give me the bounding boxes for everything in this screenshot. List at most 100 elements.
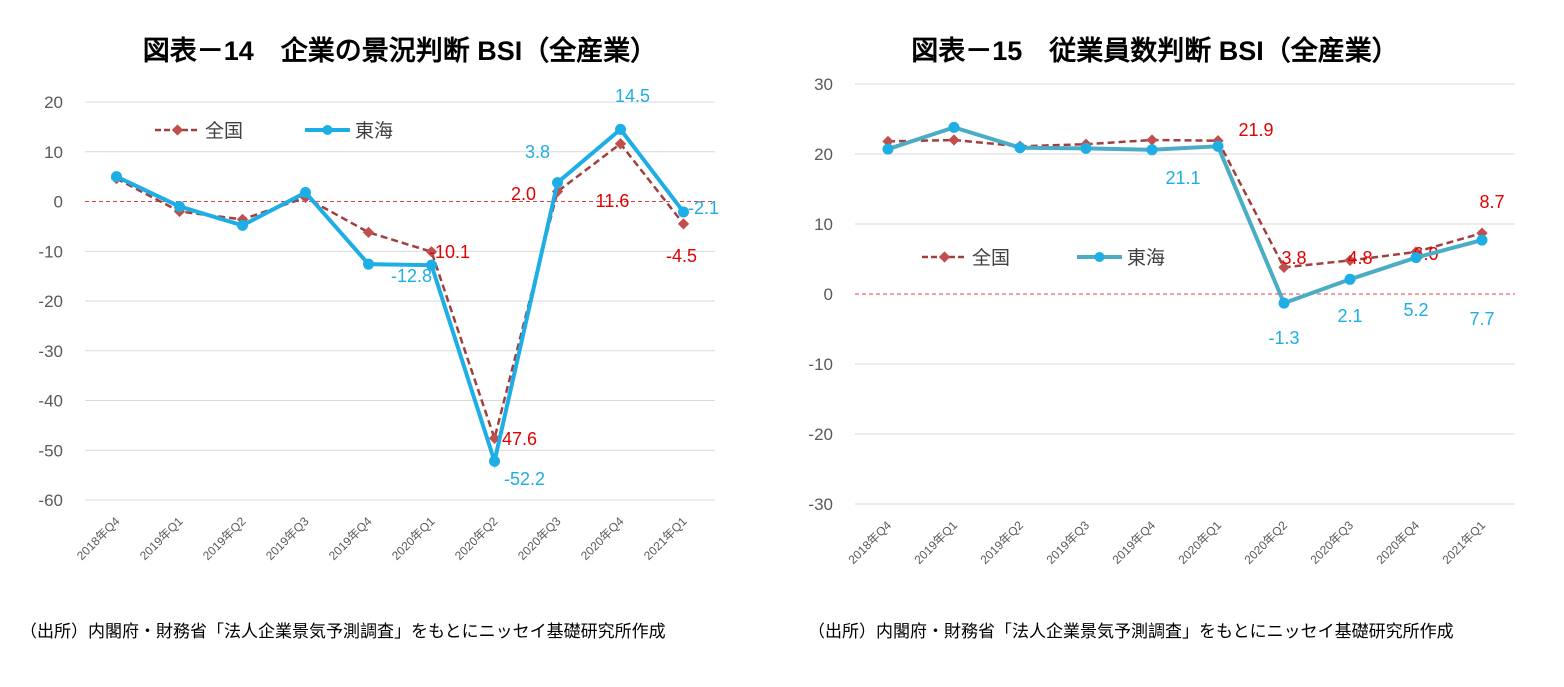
- y-tick-label: 10: [814, 215, 833, 234]
- data-point: [300, 187, 311, 199]
- data-point: [1080, 142, 1092, 154]
- y-tick-label: -10: [38, 242, 63, 261]
- data-point: [111, 171, 122, 183]
- data-point: [1344, 254, 1356, 267]
- x-tick-label: 2020年Q3: [515, 514, 564, 563]
- data-point: [1146, 134, 1158, 146]
- x-tick-label: 2020年Q4: [1374, 518, 1423, 567]
- data-label: 3.8: [1281, 248, 1306, 268]
- data-point: [882, 135, 894, 148]
- x-tick-label: 2018年Q4: [846, 518, 895, 567]
- x-tick-label: 2020年Q2: [452, 514, 501, 563]
- x-tick-label: 2020年Q1: [389, 514, 438, 563]
- legend-label: 全国: [972, 247, 1010, 269]
- x-tick-label: 2019年Q2: [978, 518, 1027, 567]
- y-tick-label: -30: [808, 495, 833, 514]
- x-tick-label: 2020年Q4: [578, 514, 627, 563]
- x-tick-label: 2018年Q4: [74, 514, 123, 563]
- source-note-2: （出所）内閣府・財務省「法人企業景気予測調査」をもとにニッセイ基礎研究所作成: [808, 622, 1454, 641]
- x-tick-label: 2020年Q1: [1176, 518, 1225, 567]
- x-tick-label: 2019年Q1: [137, 514, 186, 563]
- data-point: [614, 138, 627, 150]
- y-tick-label: -50: [38, 441, 63, 460]
- legend-label: 全国: [205, 120, 243, 142]
- legend-label: 東海: [355, 120, 393, 142]
- data-point: [174, 200, 185, 212]
- y-tick-label: 0: [54, 193, 63, 212]
- x-tick-label: 2019年Q1: [912, 518, 961, 567]
- data-label: -4.5: [666, 246, 697, 266]
- data-point: [1410, 252, 1422, 264]
- x-tick-label: 2020年Q3: [1308, 518, 1357, 567]
- data-label: 4.8: [1347, 248, 1372, 268]
- data-point: [1278, 261, 1290, 274]
- y-tick-label: -20: [38, 292, 63, 311]
- data-label: 3.8: [525, 142, 550, 162]
- x-tick-label: 2019年Q4: [326, 514, 375, 563]
- data-point: [363, 258, 374, 270]
- y-tick-label: -30: [38, 342, 63, 361]
- data-point: [1278, 297, 1290, 309]
- data-point: [425, 246, 438, 258]
- data-point: [882, 143, 894, 155]
- data-label: 21.1: [1165, 168, 1200, 188]
- legend-marker: [938, 251, 951, 263]
- data-label: 11.6: [596, 191, 630, 211]
- data-point: [552, 177, 563, 189]
- data-label: -1.3: [1268, 328, 1299, 348]
- data-point: [615, 123, 626, 135]
- data-label: -47.6: [496, 429, 537, 449]
- series-line-全国: [115, 142, 685, 443]
- data-point: [948, 134, 960, 146]
- data-label: 5.2: [1403, 300, 1428, 320]
- y-tick-label: -20: [808, 425, 833, 444]
- data-point: [489, 455, 500, 467]
- series-line-東海: [115, 126, 686, 469]
- series-line-東海: [887, 125, 1483, 306]
- data-label: 2.1: [1337, 306, 1362, 326]
- y-tick-label: 0: [824, 285, 833, 304]
- series-line-全国: [887, 138, 1483, 269]
- legend-marker: [1094, 252, 1105, 262]
- source-note-1: （出所）内閣府・財務省「法人企業景気予測調査」をもとにニッセイ基礎研究所作成: [20, 622, 666, 641]
- data-point: [1212, 140, 1224, 152]
- legend-label: 東海: [1127, 247, 1165, 269]
- data-label: -2.1: [688, 198, 719, 218]
- data-point: [678, 206, 689, 218]
- data-label: -12.8: [391, 266, 432, 286]
- data-point: [948, 121, 960, 133]
- x-tick-label: 2020年Q2: [1242, 518, 1291, 567]
- chart-title: 図表－14 企業の景況判断 BSI（全産業）: [143, 35, 658, 66]
- y-tick-label: -10: [808, 355, 833, 374]
- x-tick-label: 2019年Q2: [200, 514, 249, 563]
- data-point: [237, 219, 248, 231]
- chart-title: 図表－15 従業員数判断 BSI（全産業）: [911, 35, 1399, 66]
- legend-marker: [171, 124, 184, 136]
- x-tick-label: 2019年Q3: [263, 514, 312, 563]
- data-point: [1344, 273, 1356, 285]
- data-label: 14.5: [615, 86, 650, 106]
- data-label: 2.0: [511, 184, 536, 204]
- data-label: -52.2: [504, 469, 545, 489]
- y-tick-label: 30: [814, 75, 833, 94]
- legend-marker: [322, 125, 333, 135]
- x-tick-label: 2021年Q1: [641, 514, 690, 563]
- data-point: [1476, 234, 1488, 246]
- data-label: 8.7: [1479, 192, 1504, 212]
- data-label: 21.9: [1238, 120, 1273, 140]
- data-point: [677, 218, 690, 230]
- data-point: [1146, 144, 1158, 156]
- y-tick-label: -40: [38, 392, 63, 411]
- y-tick-label: 20: [814, 145, 833, 164]
- data-point: [362, 226, 375, 239]
- x-tick-label: 2021年Q1: [1440, 518, 1489, 567]
- y-tick-label: 10: [44, 143, 63, 162]
- data-label: -10.1: [429, 242, 470, 262]
- data-point: [1014, 142, 1026, 154]
- x-tick-label: 2019年Q4: [1110, 518, 1159, 567]
- data-point: [426, 259, 437, 271]
- x-tick-label: 2019年Q3: [1044, 518, 1093, 567]
- y-tick-label: -60: [38, 491, 63, 510]
